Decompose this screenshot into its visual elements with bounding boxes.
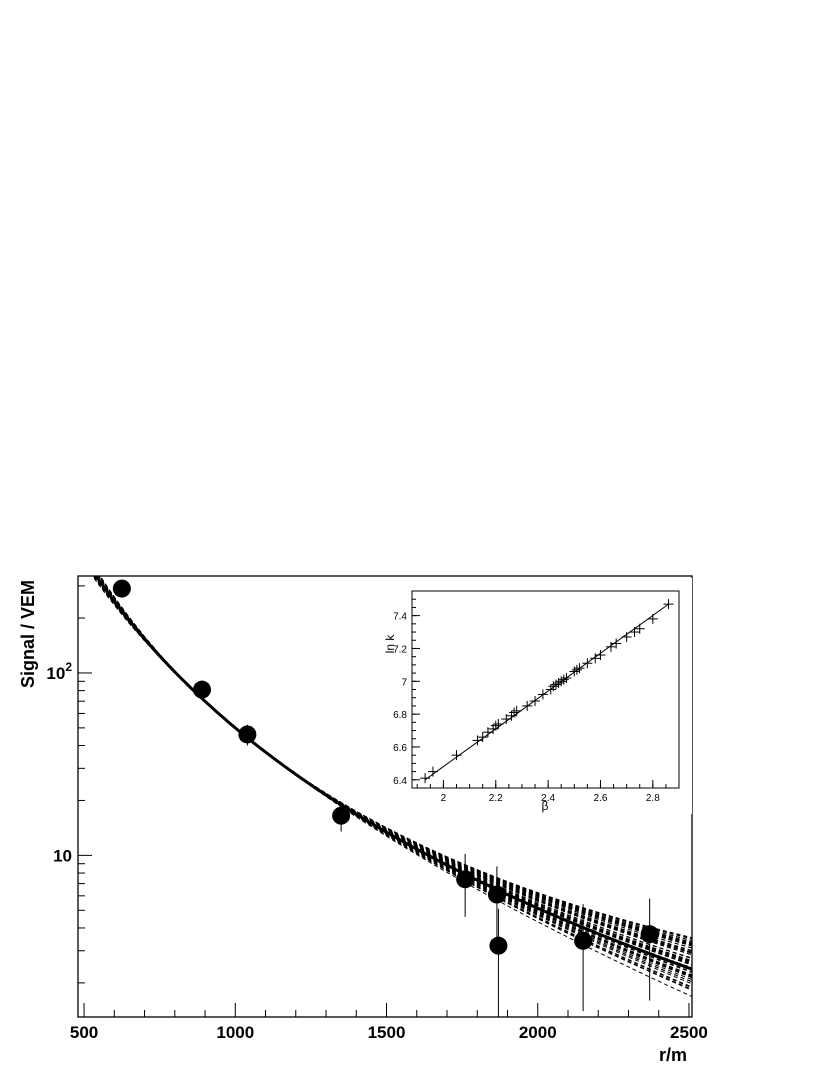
inset-y-tick-label: 7.4 bbox=[393, 612, 407, 623]
main-data-point bbox=[332, 806, 351, 825]
inset-x-axis-label: β bbox=[542, 799, 549, 813]
inset-axes: 2 2.2 2.4 2.6 2.8 6.4 6.6 6.8 7 7.2 7.4 bbox=[393, 590, 680, 804]
inset-data-point bbox=[561, 673, 572, 684]
inset-data-point bbox=[501, 714, 512, 725]
inset-data-point bbox=[472, 735, 483, 746]
inset-data-point bbox=[537, 689, 548, 700]
main-data-points bbox=[112, 579, 659, 1017]
inset-y-tick-label: 6.8 bbox=[393, 710, 407, 721]
inset-data-point bbox=[663, 599, 674, 610]
inset-chart: 2 2.2 2.4 2.6 2.8 6.4 6.6 6.8 7 7.2 7.4 β ln k bbox=[380, 578, 692, 814]
inset-data-point bbox=[548, 681, 559, 692]
main-best-fit bbox=[94, 576, 692, 971]
inset-data-point bbox=[634, 623, 645, 634]
inset-data-point bbox=[553, 677, 564, 688]
inset-data-point bbox=[522, 700, 533, 711]
inset-data-point bbox=[493, 718, 504, 729]
inset-data-point bbox=[556, 676, 567, 687]
inset-data-point bbox=[451, 750, 462, 761]
main-y-tick-exponent: 2 bbox=[65, 660, 72, 674]
main-x-tick-label: 2500 bbox=[670, 1023, 708, 1042]
inset-data-points bbox=[420, 599, 674, 784]
main-data-point bbox=[456, 870, 475, 889]
inset-data-point bbox=[647, 613, 658, 624]
inset-data-point bbox=[530, 695, 541, 706]
main-x-axis-label: r/m bbox=[659, 1045, 687, 1065]
inset-data-point bbox=[571, 664, 582, 675]
inset-x-tick-label: 2.2 bbox=[489, 793, 503, 804]
inset-y-tick-label: 6.4 bbox=[393, 776, 407, 787]
main-data-point bbox=[489, 936, 508, 955]
inset-x-tick-label: 2.8 bbox=[646, 793, 660, 804]
main-y-tick-label: 10 bbox=[53, 846, 72, 865]
inset-data-point bbox=[595, 650, 606, 661]
inset-x-tick-label: 2 bbox=[441, 793, 447, 804]
main-y-axis-label: Signal / VEM bbox=[18, 580, 38, 688]
inset-data-point bbox=[558, 674, 569, 685]
inset-data-point bbox=[477, 732, 488, 743]
inset-data-point bbox=[509, 707, 520, 718]
main-x-tick-label: 1000 bbox=[216, 1023, 254, 1042]
main-data-point bbox=[193, 680, 212, 699]
main-data-point bbox=[487, 885, 506, 904]
inset-data-point bbox=[511, 705, 522, 716]
inset-data-point bbox=[574, 663, 585, 674]
inset-data-point bbox=[482, 727, 493, 738]
main-x-tick-label: 1500 bbox=[368, 1023, 406, 1042]
inset-data-point bbox=[629, 627, 640, 638]
inset-y-tick-label: 6.6 bbox=[393, 743, 407, 754]
main-data-point bbox=[112, 579, 131, 598]
inset-data-point bbox=[605, 641, 616, 652]
inset-y-tick-label: 7 bbox=[401, 677, 407, 688]
inset-data-point bbox=[569, 666, 580, 677]
main-data-point bbox=[640, 925, 659, 944]
inset-fit-line-segment bbox=[424, 603, 669, 781]
inset-x-tick-label: 2.4 bbox=[541, 793, 555, 804]
inset-data-point bbox=[420, 773, 431, 784]
inset-data-point bbox=[427, 766, 438, 777]
inset-fit-line bbox=[424, 603, 669, 781]
inset-data-point bbox=[550, 679, 561, 690]
inset-data-point bbox=[582, 658, 593, 669]
inset-data-point bbox=[490, 720, 501, 731]
inset-y-axis-label: ln k bbox=[383, 634, 397, 654]
inset-x-tick-label: 2.6 bbox=[594, 793, 608, 804]
inset-y-tick-label: 7.2 bbox=[393, 644, 407, 655]
main-x-tick-label: 2000 bbox=[519, 1023, 557, 1042]
main-data-point bbox=[574, 931, 593, 950]
inset-data-point bbox=[590, 653, 601, 664]
main-x-tick-label: 500 bbox=[70, 1023, 98, 1042]
inset-data-point bbox=[611, 638, 622, 649]
main-fit-curve bbox=[91, 576, 692, 998]
inset-data-point bbox=[621, 631, 632, 642]
main-best-fit-line bbox=[94, 576, 692, 971]
main-data-point bbox=[238, 725, 257, 744]
